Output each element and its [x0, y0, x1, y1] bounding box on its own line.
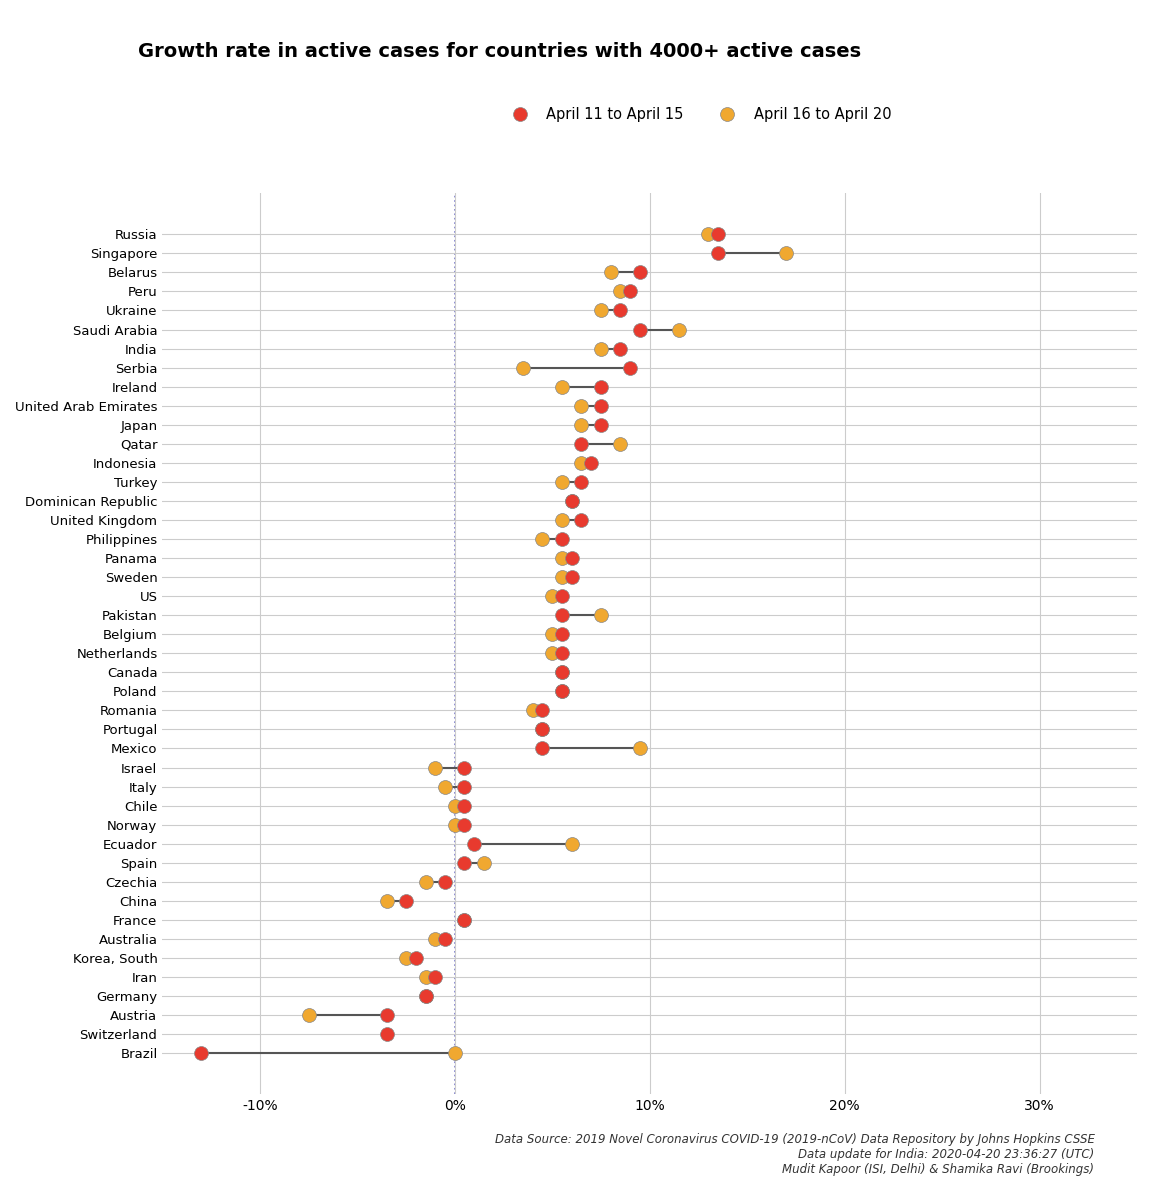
Point [776, 244, 795, 263]
Point [435, 929, 454, 948]
Point [543, 643, 561, 662]
Point [708, 244, 727, 263]
Point [435, 872, 454, 892]
Point [378, 1025, 396, 1044]
Point [378, 892, 396, 911]
Point [592, 377, 611, 396]
Point [562, 568, 581, 587]
Point [612, 338, 630, 358]
Point [553, 662, 571, 682]
Point [592, 301, 611, 320]
Point [543, 625, 561, 644]
Point [592, 415, 611, 434]
Point [553, 510, 571, 529]
Point [621, 282, 639, 301]
Point [699, 224, 718, 244]
Point [407, 948, 425, 967]
Point [553, 625, 571, 644]
Point [612, 282, 630, 301]
Point [592, 396, 611, 415]
Point [533, 529, 552, 548]
Point [573, 434, 591, 454]
Point [553, 682, 571, 701]
Point [553, 643, 571, 662]
Point [455, 776, 473, 796]
Point [562, 491, 581, 510]
Text: Data Source: 2019 Novel Coronavirus COVID-19 (2019-nCoV) Data Repository by John: Data Source: 2019 Novel Coronavirus COVI… [494, 1133, 1094, 1176]
Point [708, 224, 727, 244]
Point [562, 834, 581, 853]
Point [573, 396, 591, 415]
Point [553, 682, 571, 701]
Point [630, 263, 649, 282]
Point [553, 587, 571, 606]
Point [621, 358, 639, 377]
Point [592, 606, 611, 625]
Point [455, 815, 473, 834]
Point [533, 701, 552, 720]
Point [553, 529, 571, 548]
Point [553, 606, 571, 625]
Point [669, 320, 688, 340]
Point [533, 720, 552, 739]
Point [300, 1006, 318, 1025]
Point [553, 377, 571, 396]
Point [192, 1044, 211, 1063]
Point [416, 967, 434, 986]
Point [573, 415, 591, 434]
Point [543, 587, 561, 606]
Point [416, 872, 434, 892]
Point [455, 911, 473, 930]
Text: Growth rate in active cases for countries with 4000+ active cases: Growth rate in active cases for countrie… [138, 42, 862, 61]
Point [630, 739, 649, 758]
Point [573, 510, 591, 529]
Point [601, 263, 620, 282]
Point [416, 986, 434, 1006]
Point [630, 320, 649, 340]
Point [378, 1006, 396, 1025]
Point [446, 1044, 464, 1063]
Point [446, 796, 464, 815]
Point [592, 338, 611, 358]
Point [396, 892, 415, 911]
Point [426, 967, 445, 986]
Point [475, 853, 493, 872]
Point [523, 701, 541, 720]
Point [573, 454, 591, 473]
Point [553, 568, 571, 587]
Point [426, 929, 445, 948]
Point [553, 473, 571, 492]
Point [396, 948, 415, 967]
Point [435, 776, 454, 796]
Point [446, 815, 464, 834]
Point [562, 491, 581, 510]
Point [426, 758, 445, 778]
Point [455, 796, 473, 815]
Point [455, 853, 473, 872]
Point [553, 548, 571, 568]
Point [612, 434, 630, 454]
Point [533, 739, 552, 758]
Point [553, 662, 571, 682]
Point [455, 758, 473, 778]
Point [562, 548, 581, 568]
Point [416, 986, 434, 1006]
Point [582, 454, 600, 473]
Point [612, 301, 630, 320]
Point [455, 911, 473, 930]
Point [533, 720, 552, 739]
Point [465, 834, 484, 853]
Point [514, 358, 532, 377]
Point [573, 473, 591, 492]
Legend: April 11 to April 15, April 16 to April 20: April 11 to April 15, April 16 to April … [500, 102, 897, 128]
